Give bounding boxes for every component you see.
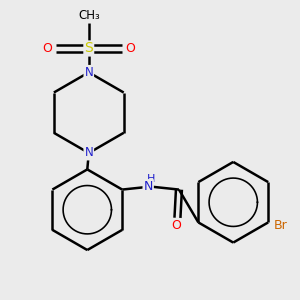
Text: O: O xyxy=(126,42,136,55)
Text: N: N xyxy=(143,180,153,193)
Text: N: N xyxy=(84,66,93,79)
Text: H: H xyxy=(146,174,155,184)
Text: CH₃: CH₃ xyxy=(78,9,100,22)
Text: N: N xyxy=(84,146,93,160)
Text: Br: Br xyxy=(274,219,288,232)
Text: S: S xyxy=(84,41,93,56)
Text: O: O xyxy=(42,42,52,55)
Text: O: O xyxy=(171,219,181,232)
